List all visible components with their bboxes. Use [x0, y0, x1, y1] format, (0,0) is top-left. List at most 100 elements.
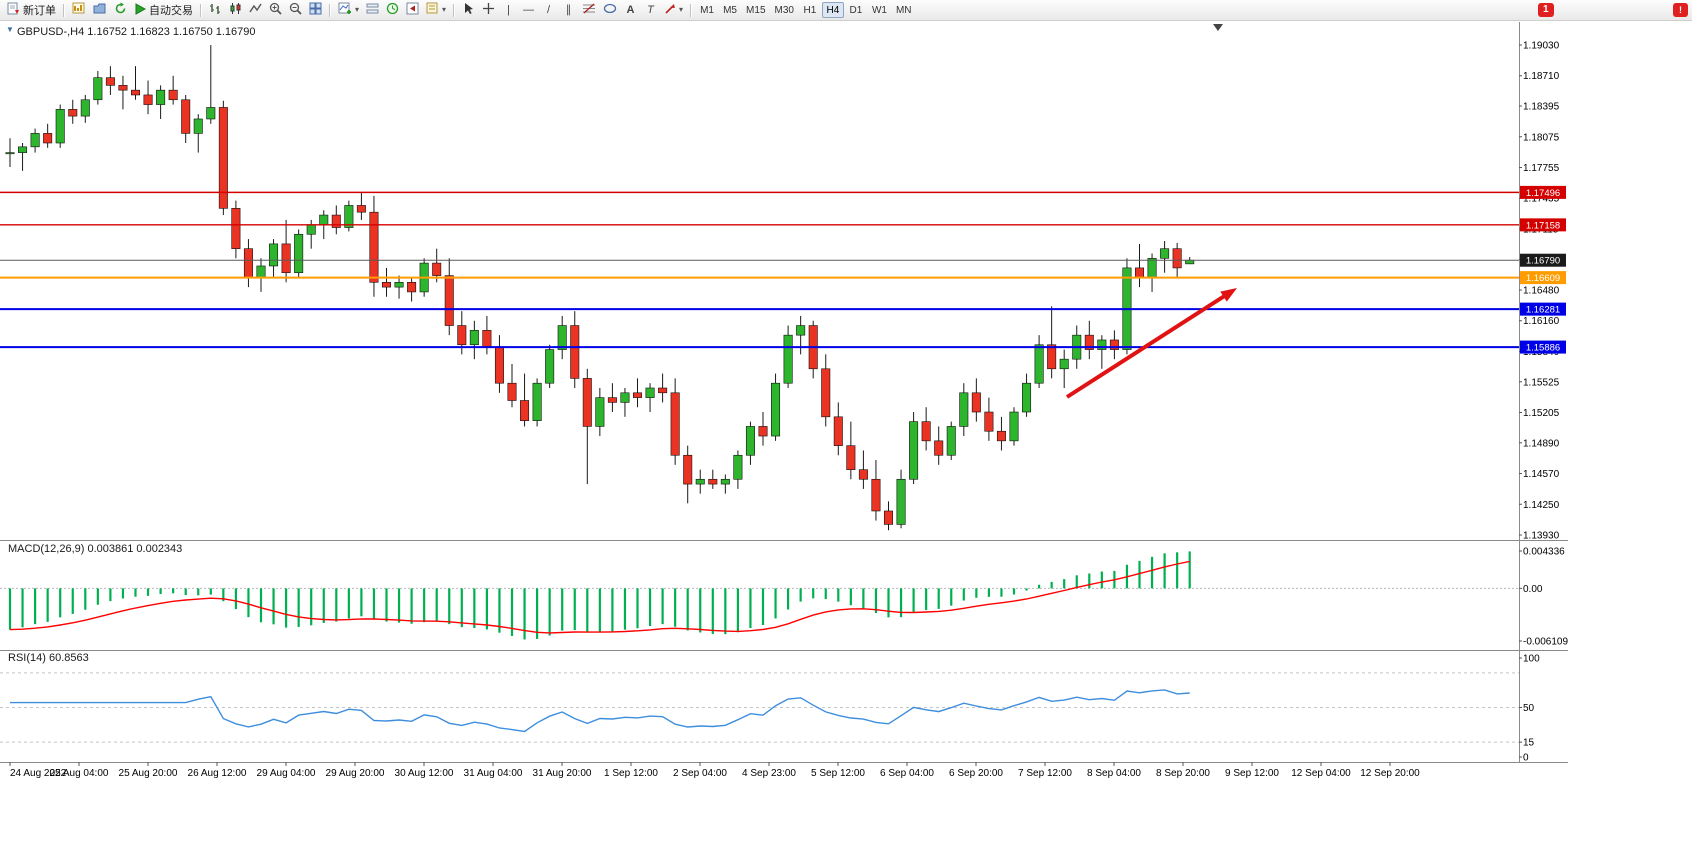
- chart-background: [0, 20, 1692, 844]
- rsi-line: [10, 689, 1190, 733]
- macd-axis-label: -0.006109: [1523, 637, 1568, 648]
- channel-button[interactable]: ∥: [559, 2, 578, 19]
- toolbar-separator: [453, 3, 456, 17]
- zoom-out-icon: [289, 2, 302, 18]
- tile-windows-icon: [309, 2, 322, 18]
- indicators-icon: [338, 2, 352, 18]
- zoom-in-button[interactable]: [266, 2, 285, 19]
- time-axis-label: 9 Sep 12:00: [1225, 768, 1279, 779]
- price-axis-label: 1.15525: [1523, 377, 1560, 388]
- autotrading-play-icon: [134, 2, 147, 18]
- candle: [30, 133, 40, 148]
- candle: [68, 109, 78, 117]
- candle: [18, 146, 28, 153]
- trend-arrow-line[interactable]: [1065, 292, 1228, 399]
- zoom-in-icon: [269, 2, 282, 18]
- text-button[interactable]: A: [621, 2, 640, 19]
- arrows-button[interactable]: ▾: [661, 2, 686, 19]
- price-axis-label: 1.16160: [1523, 316, 1560, 327]
- new-chart-button[interactable]: [69, 2, 89, 19]
- cursor-button[interactable]: [459, 2, 478, 19]
- crosshair-icon: [482, 2, 495, 18]
- candle: [181, 99, 191, 134]
- timeframe-W1[interactable]: W1: [868, 2, 891, 18]
- candle: [984, 411, 994, 432]
- price-axis-label: 1.14250: [1523, 500, 1560, 511]
- time-axis-label: 8 Sep 20:00: [1156, 768, 1210, 779]
- candle: [896, 478, 906, 525]
- profiles-button[interactable]: [90, 2, 110, 19]
- candle: [959, 392, 969, 427]
- vertical-line-button[interactable]: |: [499, 2, 518, 19]
- new-chart-icon: [72, 2, 86, 18]
- time-axis-label: 12 Sep 20:00: [1360, 768, 1420, 779]
- one-click-trading-toggle[interactable]: ▼: [6, 25, 14, 34]
- horizontal-line-button[interactable]: —: [519, 2, 538, 19]
- timeframe-D1[interactable]: D1: [845, 2, 867, 18]
- crosshair-button[interactable]: [479, 2, 498, 19]
- rsi-axis-label: 0: [1523, 753, 1529, 764]
- new-order-icon: [7, 2, 20, 18]
- timeframe-MN[interactable]: MN: [892, 2, 916, 18]
- svg-text:1.17496: 1.17496: [1526, 188, 1560, 199]
- templates-button[interactable]: ▾: [423, 2, 449, 19]
- candle: [156, 89, 166, 105]
- line-chart-icon: [249, 2, 262, 18]
- zoom-out-button[interactable]: [286, 2, 305, 19]
- macd-signal-line: [9, 560, 1190, 634]
- new-order-button[interactable]: 新订单: [4, 2, 59, 19]
- candlestick-chart-button[interactable]: [226, 2, 245, 19]
- trendline-button[interactable]: /: [539, 2, 558, 19]
- line-chart-button[interactable]: [246, 2, 265, 19]
- time-axis-label: 25 Aug 04:00: [50, 768, 109, 779]
- chart-shift-marker[interactable]: [1213, 24, 1223, 31]
- refresh-button[interactable]: [111, 2, 130, 19]
- price-badge-1.17496: 1.17496: [1520, 185, 1566, 199]
- price-badge-1.17158: 1.17158: [1520, 218, 1566, 232]
- candle: [469, 330, 479, 346]
- candle: [532, 382, 542, 421]
- fibonacci-button[interactable]: [579, 2, 599, 19]
- timeframe-H1[interactable]: H1: [799, 2, 821, 18]
- price-axis-label: 1.19030: [1523, 41, 1560, 52]
- candle: [670, 392, 680, 456]
- price-axis-label: 1.14570: [1523, 469, 1560, 480]
- timeframe-M5[interactable]: M5: [719, 2, 741, 18]
- candle: [1135, 267, 1145, 278]
- candle: [758, 426, 768, 437]
- rsi-axis-label: 15: [1523, 738, 1535, 749]
- alert-icon[interactable]: !: [1673, 3, 1688, 17]
- candle: [369, 211, 379, 283]
- rsi-axis-label: 50: [1523, 703, 1535, 714]
- timeframe-H4[interactable]: H4: [821, 2, 844, 18]
- timeframe-M30[interactable]: M30: [771, 2, 798, 18]
- trend-arrow-head[interactable]: [1220, 288, 1237, 302]
- autotrading-button[interactable]: 自动交易: [131, 2, 196, 19]
- candle: [607, 397, 617, 403]
- objects-list-button[interactable]: [363, 2, 382, 19]
- shapes-button[interactable]: [600, 2, 620, 19]
- candle: [1109, 339, 1119, 350]
- candle: [971, 392, 981, 413]
- timeframe-M15[interactable]: M15: [742, 2, 769, 18]
- candle: [658, 387, 668, 394]
- tile-windows-button[interactable]: [306, 2, 325, 19]
- time-axis-label: 31 Aug 04:00: [464, 768, 523, 779]
- notification-badge[interactable]: 1: [1538, 3, 1554, 17]
- macd-histogram: [8, 551, 1191, 640]
- chart-shift-button[interactable]: [403, 2, 422, 19]
- candle: [281, 243, 291, 274]
- macd-axis-label: 0.004336: [1523, 547, 1565, 558]
- candle: [921, 421, 931, 442]
- timeframe-M1[interactable]: M1: [696, 2, 718, 18]
- bar-chart-button[interactable]: [206, 2, 225, 19]
- indicators-button[interactable]: ▾: [335, 2, 362, 19]
- price-axis-label: 1.16480: [1523, 286, 1560, 297]
- label-button[interactable]: T: [641, 2, 660, 19]
- auto-scroll-button[interactable]: [383, 2, 402, 19]
- svg-text:1.16281: 1.16281: [1526, 305, 1560, 316]
- toolbar-separator: [329, 3, 331, 17]
